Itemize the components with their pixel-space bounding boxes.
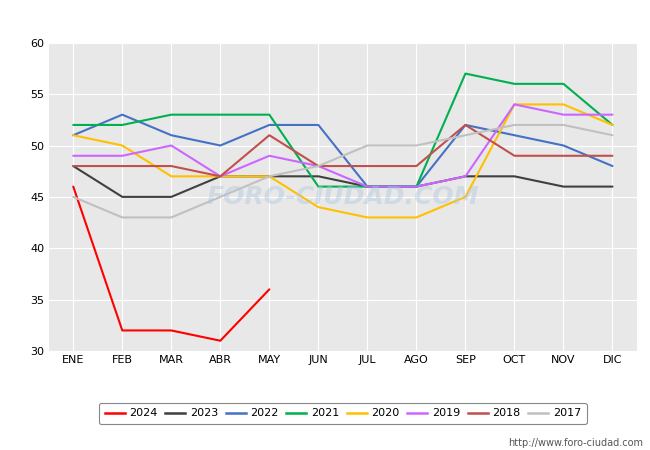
Text: http://www.foro-ciudad.com: http://www.foro-ciudad.com	[508, 438, 644, 448]
Text: FORO-CIUDAD.COM: FORO-CIUDAD.COM	[207, 185, 479, 209]
Text: Afiliados en Espeja de San Marcelino a 31/5/2024: Afiliados en Espeja de San Marcelino a 3…	[144, 12, 506, 27]
Legend: 2024, 2023, 2022, 2021, 2020, 2019, 2018, 2017: 2024, 2023, 2022, 2021, 2020, 2019, 2018…	[99, 403, 586, 424]
